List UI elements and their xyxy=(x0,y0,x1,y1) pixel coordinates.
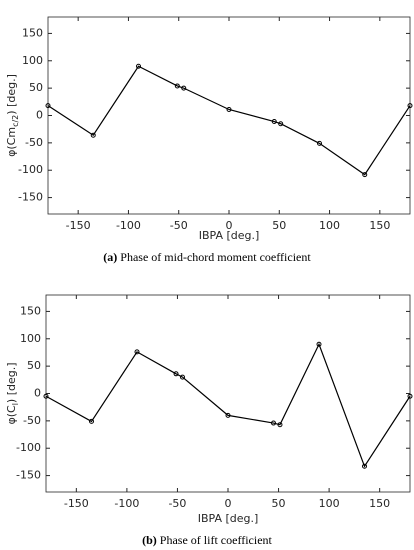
x-axis-label: IBPA [deg.] xyxy=(199,229,260,242)
point xyxy=(407,393,413,399)
x-tick-label: 100 xyxy=(319,497,340,510)
x-tick-label: 50 xyxy=(272,219,286,232)
y-tick-label: -100 xyxy=(16,441,41,454)
point xyxy=(173,371,179,377)
y-tick-label: 0 xyxy=(34,387,41,400)
point xyxy=(180,374,185,380)
point xyxy=(362,463,367,469)
y-tick-label: 100 xyxy=(20,332,41,345)
point xyxy=(316,341,322,347)
y-tick-label: -150 xyxy=(16,469,41,482)
plot-frame xyxy=(47,16,411,215)
caption-label: (b) xyxy=(142,533,157,547)
point xyxy=(226,106,232,112)
point xyxy=(43,393,49,399)
chart: -150 -100 -50 0 50 100 150 -150 -100 -50 0 50 100 150… xyxy=(5,16,413,264)
point xyxy=(181,85,187,91)
y-axis-label-part: ) [deg.] xyxy=(5,362,18,403)
y-axis-label-part: l xyxy=(11,403,20,405)
point xyxy=(407,103,413,109)
point xyxy=(225,412,231,418)
y-axis-label-part: c/2 xyxy=(11,115,20,127)
y-tick-label: 150 xyxy=(20,304,41,317)
x-tick-label: 100 xyxy=(319,219,340,232)
y-tick-label: -150 xyxy=(18,191,43,204)
y-tick-label: 50 xyxy=(29,81,43,94)
y-tick-label: -50 xyxy=(23,414,41,427)
caption: (b) Phase of lift coefficient xyxy=(142,533,272,547)
x-tick-label: 150 xyxy=(369,219,390,232)
x-tick-label: -100 xyxy=(114,497,139,510)
point xyxy=(362,172,368,178)
caption-text: Phase of mid-chord moment coefficient xyxy=(120,250,311,264)
y-tick-label: 50 xyxy=(27,359,41,372)
x-tick-label: -150 xyxy=(66,219,91,232)
y-tick-label: -50 xyxy=(25,136,43,149)
x-tick-label: -100 xyxy=(116,219,141,232)
y-axis-label: φ(Cl) [deg.] xyxy=(5,362,20,424)
y-axis-label: φ(Cmc/2) [deg.] xyxy=(5,74,20,157)
y-axis-label-part: φ(Cm xyxy=(5,127,18,157)
point xyxy=(89,418,94,424)
point xyxy=(317,140,322,146)
x-axis-label: IBPA [deg.] xyxy=(198,512,259,525)
point xyxy=(271,119,277,125)
point xyxy=(45,103,51,109)
point xyxy=(134,349,140,355)
plot-frame xyxy=(45,294,411,493)
point xyxy=(277,422,283,428)
x-tick-label: -150 xyxy=(64,497,89,510)
y-tick-label: 0 xyxy=(36,109,43,122)
point xyxy=(278,121,284,127)
line xyxy=(45,342,411,468)
line xyxy=(47,65,411,176)
point xyxy=(136,63,141,69)
x-tick-label: 0 xyxy=(226,219,233,232)
y-axis-label-part: φ(C xyxy=(5,405,18,425)
x-tick-label: 150 xyxy=(369,497,390,510)
x-tick-label: 50 xyxy=(272,497,286,510)
point xyxy=(90,132,96,138)
x-tick-label: -50 xyxy=(170,219,188,232)
y-tick-label: 100 xyxy=(22,54,43,67)
x-tick-label: -50 xyxy=(168,497,186,510)
point xyxy=(174,83,180,89)
point xyxy=(271,420,276,426)
y-tick-label: 150 xyxy=(22,26,43,39)
caption: (a) Phase of mid-chord moment coefficient xyxy=(103,250,311,264)
chart: -150 -100 -50 0 50 100 150 -150 -100 -50 0 50 100 150… xyxy=(5,294,413,547)
x-tick-label: 0 xyxy=(225,497,232,510)
caption-text: Phase of lift coefficient xyxy=(160,533,273,547)
y-tick-label: -100 xyxy=(18,163,43,176)
caption-label: (a) xyxy=(103,250,117,264)
y-axis-label-part: ) [deg.] xyxy=(5,74,18,115)
